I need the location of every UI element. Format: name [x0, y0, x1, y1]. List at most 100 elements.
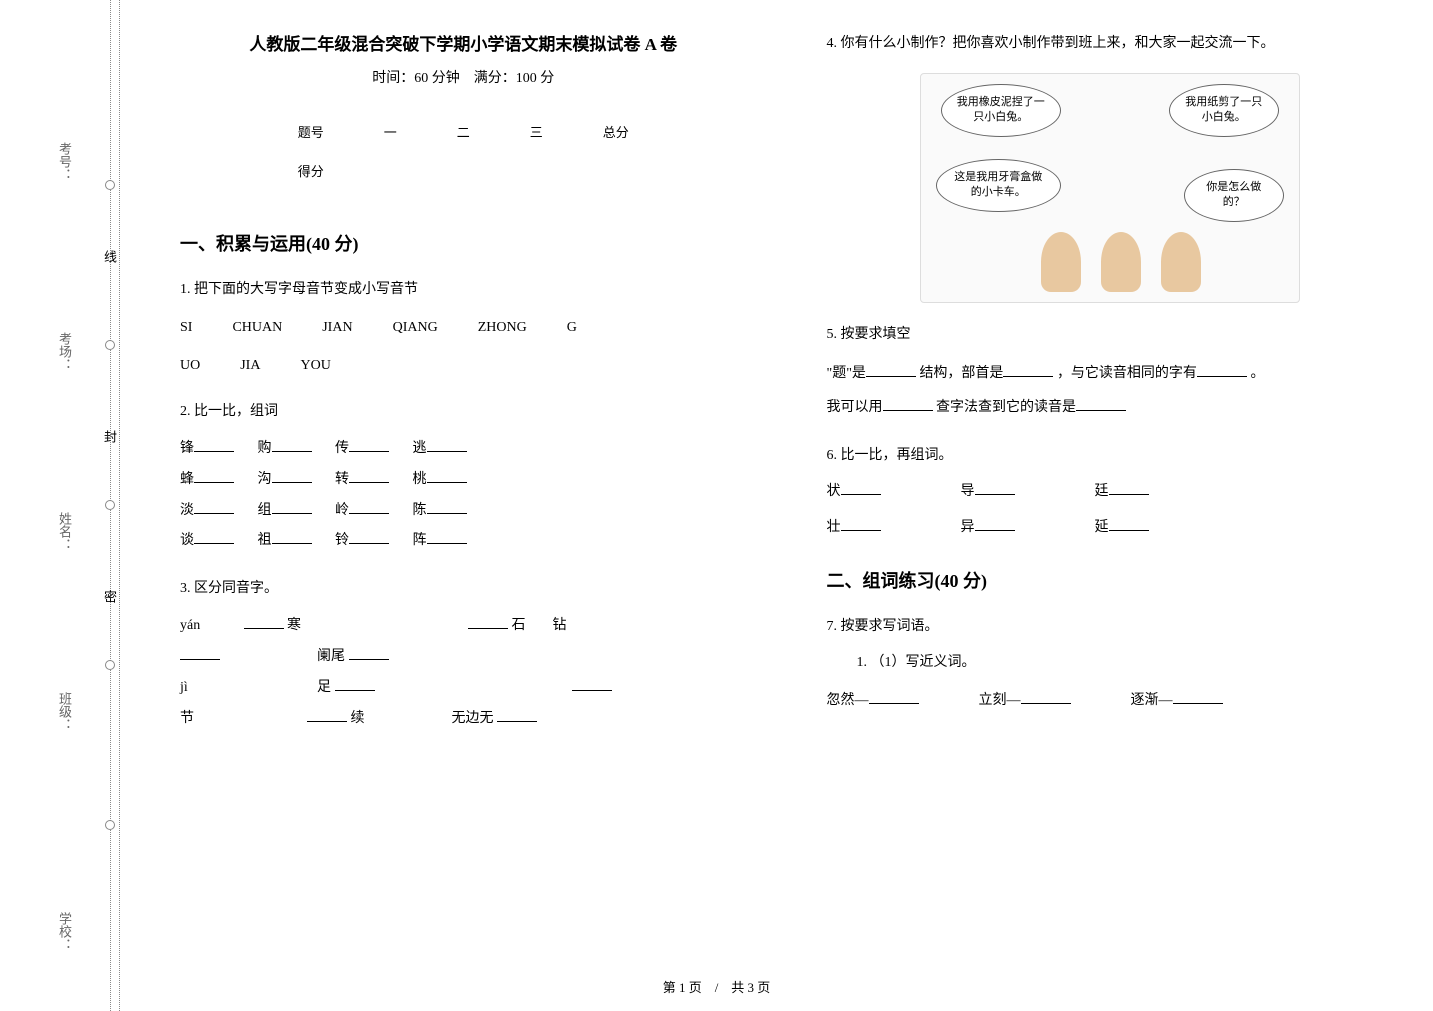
score-table: 题号 一 二 三 总分 得分: [268, 112, 659, 190]
blank[interactable]: [841, 481, 881, 495]
blank[interactable]: [194, 438, 234, 452]
word-item: 延: [1095, 514, 1149, 542]
q-body: 按要求填空: [841, 327, 911, 342]
blank[interactable]: [427, 469, 467, 483]
score-cell[interactable]: [427, 151, 500, 190]
q3-row: yán 寒 石 钻: [180, 611, 747, 642]
q-num: 4.: [827, 36, 838, 51]
score-cell[interactable]: [573, 151, 659, 190]
q4-text: 4. 你有什么小制作？把你喜欢小制作带到班上来，和大家一起交流一下。: [827, 30, 1394, 58]
blank[interactable]: [1109, 517, 1149, 531]
th-2: 二: [427, 112, 500, 151]
word-item: 组: [258, 496, 312, 527]
seal-char: 密: [100, 590, 119, 605]
speech-bubble: 你是怎么做的？: [1184, 169, 1284, 222]
blank[interactable]: [866, 363, 916, 377]
synonym-row: 忽然— 立刻— 逐渐—: [827, 687, 1394, 715]
blank[interactable]: [883, 397, 933, 411]
blank[interactable]: [180, 646, 220, 660]
word-item: 逃: [413, 434, 467, 465]
blank[interactable]: [349, 530, 389, 544]
char: 无边无: [452, 711, 494, 726]
blank[interactable]: [194, 530, 234, 544]
speech-bubble: 我用橡皮泥捏了一只小白兔。: [941, 84, 1061, 137]
word-item: 锋: [180, 434, 234, 465]
q-num: 6.: [827, 448, 838, 463]
word-item: 状: [827, 478, 881, 506]
blank[interactable]: [194, 500, 234, 514]
q7-text: 7. 按要求写词语。: [827, 613, 1394, 641]
binding-margin: 学校： 班级： 姓名： 考场： 考号： 线 封 密: [0, 0, 120, 1011]
blank[interactable]: [349, 646, 389, 660]
blank[interactable]: [244, 615, 284, 629]
illustration: 我用橡皮泥捏了一只小白兔。 我用纸剪了一只小白兔。 这是我用牙膏盒做的小卡车。 …: [920, 73, 1300, 303]
char: 石: [512, 618, 526, 633]
blank[interactable]: [427, 530, 467, 544]
blank[interactable]: [869, 690, 919, 704]
th-3: 三: [500, 112, 573, 151]
blank[interactable]: [1197, 363, 1247, 377]
score-cell[interactable]: [354, 151, 427, 190]
blank[interactable]: [272, 438, 312, 452]
blank[interactable]: [307, 708, 347, 722]
pinyin-item: JIAN: [322, 314, 352, 342]
word-grid: 锋 购 传 逃 蜂 沟 转 桃 淡 组 岭 陈 谈: [180, 434, 747, 557]
word-row: 谈 祖 铃 阵: [180, 526, 747, 557]
binding-circle: [105, 500, 115, 510]
word-item: 阵: [413, 526, 467, 557]
blank[interactable]: [349, 500, 389, 514]
blank[interactable]: [427, 500, 467, 514]
word-item: 忽然—: [827, 687, 919, 715]
blank[interactable]: [975, 481, 1015, 495]
q-num: 1.: [180, 282, 191, 297]
score-label: 得分: [268, 151, 354, 190]
pinyin-item: ZHONG: [478, 314, 527, 342]
q-body: 比一比，再组词。: [841, 448, 953, 463]
q3-row: 节 续 无边无: [180, 704, 747, 735]
blank[interactable]: [841, 517, 881, 531]
blank[interactable]: [1003, 363, 1053, 377]
q-num: 3.: [180, 581, 191, 596]
word-item: 桃: [413, 465, 467, 496]
blank[interactable]: [497, 708, 537, 722]
q-body: 把下面的大写字母音节变成小写音节: [194, 282, 418, 297]
sub-question: 1. （1）写近义词。: [857, 649, 1394, 677]
score-cell[interactable]: [500, 151, 573, 190]
th-num: 题号: [268, 112, 354, 151]
char: 节: [180, 704, 240, 735]
question-5: 5. 按要求填空 "题"是 结构，部首是 ，与它读音相同的字有 。 我可以用 查…: [827, 321, 1394, 424]
word-item: 沟: [258, 465, 312, 496]
blank[interactable]: [427, 438, 467, 452]
section-1-header: 一、积累与运用(40 分): [180, 230, 747, 256]
blank[interactable]: [1109, 481, 1149, 495]
q3-text: 3. 区分同音字。: [180, 575, 747, 603]
blank[interactable]: [1076, 397, 1126, 411]
blank[interactable]: [272, 469, 312, 483]
content-area: 人教版二年级混合突破下学期小学语文期末模拟试卷 A 卷 时间：60 分钟 满分：…: [170, 30, 1403, 961]
blank[interactable]: [272, 530, 312, 544]
blank[interactable]: [272, 500, 312, 514]
word-row: 蜂 沟 转 桃: [180, 465, 747, 496]
blank[interactable]: [572, 677, 612, 691]
q-num: 5.: [827, 327, 838, 342]
word-item: 导: [961, 478, 1015, 506]
blank[interactable]: [349, 469, 389, 483]
word-item: 谈: [180, 526, 234, 557]
blank[interactable]: [1021, 690, 1071, 704]
q5-text: 5. 按要求填空: [827, 321, 1394, 349]
blank[interactable]: [349, 438, 389, 452]
blank[interactable]: [194, 469, 234, 483]
blank[interactable]: [468, 615, 508, 629]
blank[interactable]: [1173, 690, 1223, 704]
q1-text: 1. 把下面的大写字母音节变成小写音节: [180, 276, 747, 304]
q-body: 比一比，组词: [194, 404, 278, 419]
q3-content: yán 寒 石 钻 阑尾 jì: [180, 611, 747, 734]
right-column: 4. 你有什么小制作？把你喜欢小制作带到班上来，和大家一起交流一下。 我用橡皮泥…: [817, 30, 1404, 961]
word-item: 岭: [335, 496, 389, 527]
blank[interactable]: [335, 677, 375, 691]
th-1: 一: [354, 112, 427, 151]
pinyin-item: UO: [180, 352, 200, 380]
q-body: 按要求写词语。: [841, 619, 939, 634]
blank[interactable]: [975, 517, 1015, 531]
question-7: 7. 按要求写词语。 1. （1）写近义词。 忽然— 立刻— 逐渐—: [827, 613, 1394, 715]
